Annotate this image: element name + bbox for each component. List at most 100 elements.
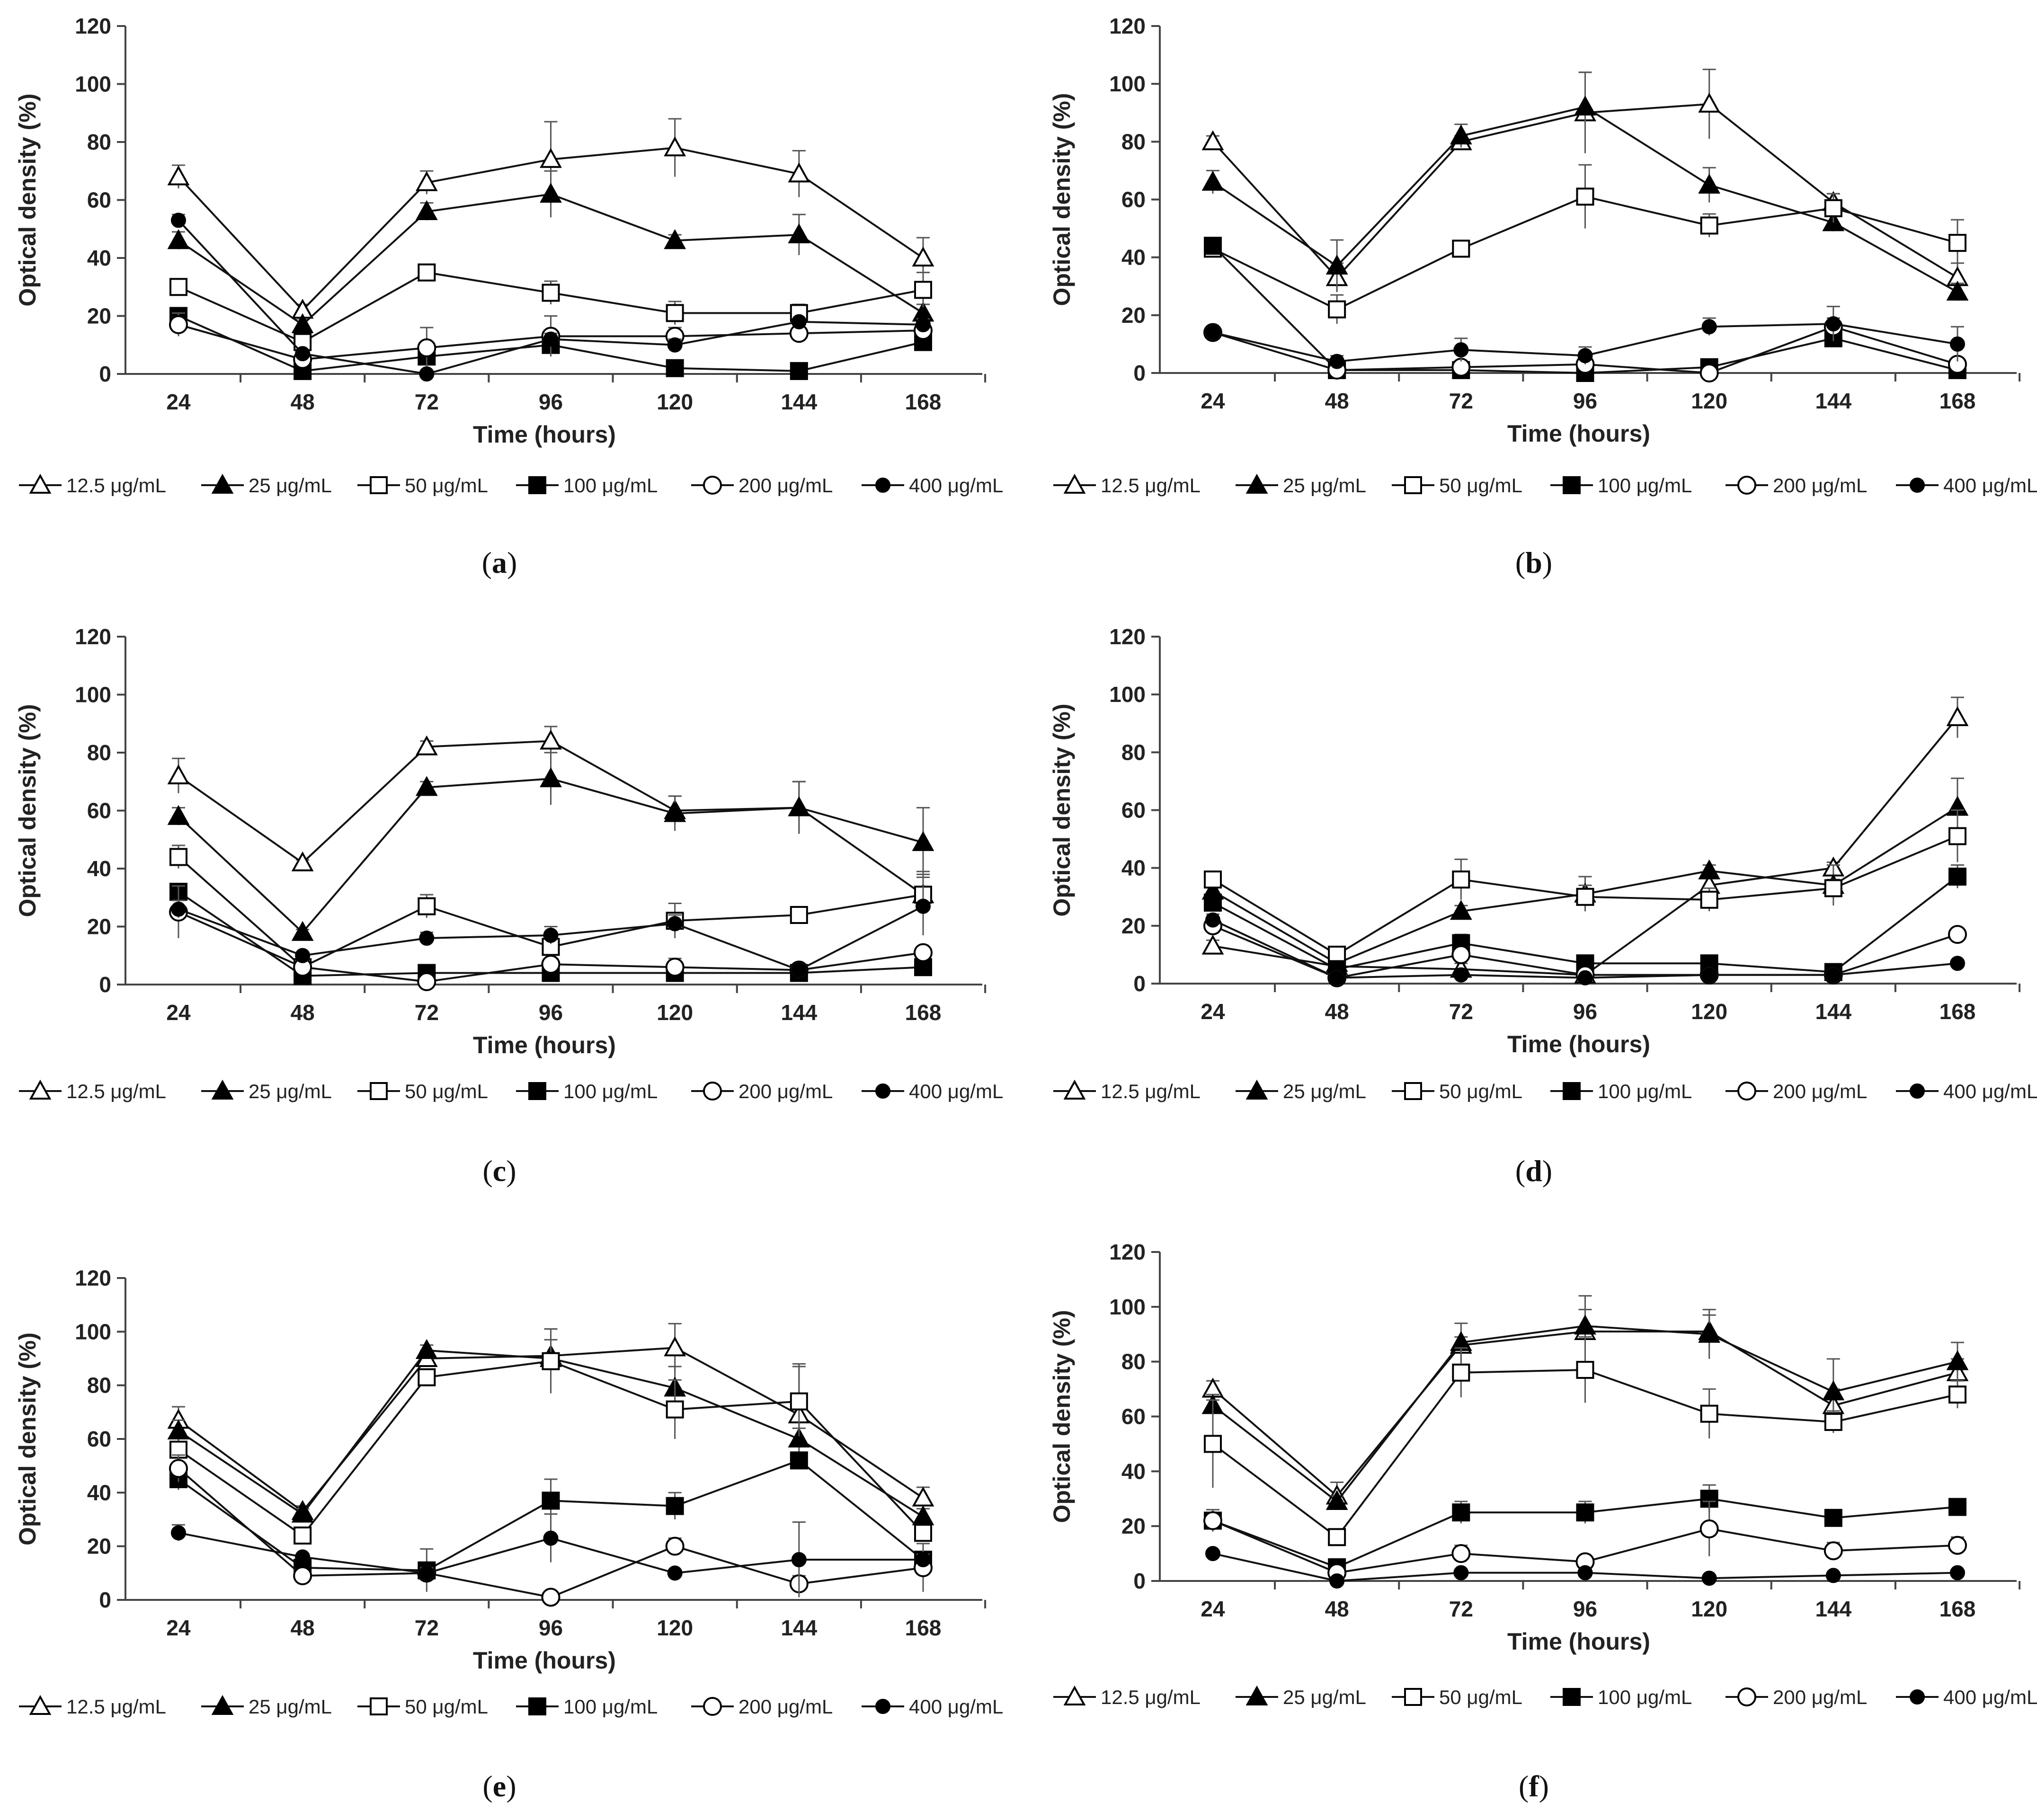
marker-1-5-4 xyxy=(1701,319,1717,335)
legend-label: 100 μg/mL xyxy=(563,474,658,497)
y-tick-label: 100 xyxy=(75,1319,111,1344)
marker-4-4-1 xyxy=(293,1566,312,1585)
x-tick-label: 120 xyxy=(1691,999,1727,1024)
series-6 xyxy=(1205,912,1965,985)
marker-2-5-5 xyxy=(791,962,807,978)
marker-5-2-4 xyxy=(1700,1404,1718,1423)
legend-label: 200 μg/mL xyxy=(738,1080,833,1102)
x-tick-label: 48 xyxy=(291,390,315,414)
marker-1-0-legend xyxy=(1063,473,1086,494)
legend-item-5: 200 μg/mL xyxy=(1726,474,1867,497)
x-axis-label: Time (hours) xyxy=(473,1032,616,1058)
legend-item-3: 50 μg/mL xyxy=(357,1080,488,1102)
panel-label-letter: c xyxy=(493,1154,506,1188)
series-2 xyxy=(1201,777,1969,972)
marker-3-5-0 xyxy=(1205,912,1220,928)
y-tick-label: 100 xyxy=(1109,1295,1146,1319)
marker-3-3-legend xyxy=(1563,1082,1581,1100)
marker-2-2-0 xyxy=(169,848,187,866)
legend-item-4: 100 μg/mL xyxy=(516,1080,658,1102)
marker-4-1-2 xyxy=(415,1339,438,1359)
marker-4-0-4 xyxy=(664,1336,686,1357)
y-tick-label: 0 xyxy=(1133,971,1146,996)
marker-0-1-5 xyxy=(788,223,810,243)
marker-5-2-1 xyxy=(1328,1528,1346,1546)
legend-item-5: 200 μg/mL xyxy=(691,1696,833,1718)
marker-0-0-6 xyxy=(912,246,934,266)
x-tick-label: 120 xyxy=(657,1616,693,1640)
legend: 12.5 μg/mL 25 μg/mL 50 μg/mL 100 μg/mL 200 μ… xyxy=(1053,1079,2037,1102)
x-axis-label: Time (hours) xyxy=(473,1647,616,1674)
y-axis-label: Optical density (%) xyxy=(14,704,41,917)
marker-1-2-6 xyxy=(1948,234,1966,252)
legend-item-1: 12.5 μg/mL xyxy=(1053,1685,1201,1708)
x-tick-label: 168 xyxy=(905,1616,942,1640)
marker-5-2-legend xyxy=(1404,1688,1422,1706)
marker-3-3-0 xyxy=(1204,893,1222,912)
panel-label: (a) xyxy=(482,546,517,579)
panel-label-open: ( xyxy=(1515,1154,1525,1188)
panel-label-letter: a xyxy=(492,546,507,579)
marker-2-1-1 xyxy=(291,921,314,941)
chart-panel-d: 0 20 40 60 80 100 120 24 48 72 96 120 144 168 Time (ho… xyxy=(1049,624,2037,1188)
legend-label: 100 μg/mL xyxy=(1598,1686,1692,1708)
marker-0-5-2 xyxy=(419,366,435,382)
legend-item-4: 100 μg/mL xyxy=(516,474,658,497)
x-tick-label: 48 xyxy=(1325,999,1349,1024)
marker-0-2-2 xyxy=(418,263,436,282)
marker-4-1-legend xyxy=(211,1695,234,1715)
marker-2-5-1 xyxy=(295,948,311,963)
marker-2-1-legend xyxy=(211,1079,234,1100)
marker-0-1-legend xyxy=(211,473,234,494)
marker-4-4-4 xyxy=(665,1536,685,1556)
x-tick-label: 24 xyxy=(166,1616,191,1640)
marker-4-1-0 xyxy=(167,1419,190,1439)
legend-label: 100 μg/mL xyxy=(1598,1080,1692,1102)
x-tick-label: 168 xyxy=(1939,389,1976,413)
legend-item-4: 100 μg/mL xyxy=(1550,474,1692,497)
marker-2-0-1 xyxy=(291,851,314,871)
marker-2-0-2 xyxy=(415,735,438,755)
x-tick-label: 144 xyxy=(781,1000,817,1025)
x-axis-label: Time (hours) xyxy=(1507,420,1650,447)
y-tick-label: 100 xyxy=(75,72,111,97)
legend: 12.5 μg/mL 25 μg/mL 50 μg/mL 100 μg/mL 200 μ… xyxy=(19,1079,1003,1102)
legend-label: 400 μg/mL xyxy=(909,1696,1003,1718)
marker-1-5-5 xyxy=(1825,316,1841,332)
marker-3-2-5 xyxy=(1824,879,1842,897)
marker-5-4-4 xyxy=(1699,1519,1719,1538)
series-3 xyxy=(169,1328,932,1545)
marker-4-0-legend xyxy=(29,1695,52,1715)
marker-3-2-6 xyxy=(1948,827,1966,845)
y-axis-label: Optical density (%) xyxy=(1049,93,1075,306)
x-tick-label: 144 xyxy=(781,1616,817,1640)
marker-5-5-1 xyxy=(1329,1573,1345,1589)
y-tick-label: 120 xyxy=(1109,14,1146,38)
legend-item-2: 25 μg/mL xyxy=(201,1079,332,1102)
legend-label: 200 μg/mL xyxy=(738,474,833,497)
y-tick-label: 120 xyxy=(75,1266,111,1290)
chart-panel-c: 0 20 40 60 80 100 120 24 48 72 96 120 144 168 Time (ho… xyxy=(14,624,1003,1188)
marker-0-5-1 xyxy=(295,346,311,362)
y-axis-label: Optical density (%) xyxy=(1049,1310,1075,1523)
marker-5-1-4 xyxy=(1698,1323,1721,1343)
marker-5-1-legend xyxy=(1245,1685,1268,1705)
x-tick-label: 72 xyxy=(1449,389,1473,413)
marker-4-1-6 xyxy=(912,1505,934,1526)
legend-label: 25 μg/mL xyxy=(1283,1080,1366,1102)
x-tick-label: 48 xyxy=(291,1616,315,1640)
y-tick-label: 60 xyxy=(1121,1404,1146,1429)
y-tick-label: 120 xyxy=(75,14,111,38)
marker-0-0-0 xyxy=(167,165,190,186)
y-tick-label: 100 xyxy=(1109,71,1146,96)
chart-panel-b: 0 20 40 60 80 100 120 24 48 72 96 120 144 168 Time (ho… xyxy=(1049,14,2037,579)
series-3 xyxy=(1204,1336,1966,1546)
marker-0-2-6 xyxy=(914,281,932,299)
marker-5-3-2 xyxy=(1452,1503,1470,1522)
panel-label: (c) xyxy=(482,1154,516,1188)
marker-1-1-2 xyxy=(1450,124,1472,145)
x-tick-label: 144 xyxy=(781,390,817,414)
x-tick-label: 96 xyxy=(1573,389,1597,413)
x-tick-label: 120 xyxy=(1691,1597,1727,1621)
